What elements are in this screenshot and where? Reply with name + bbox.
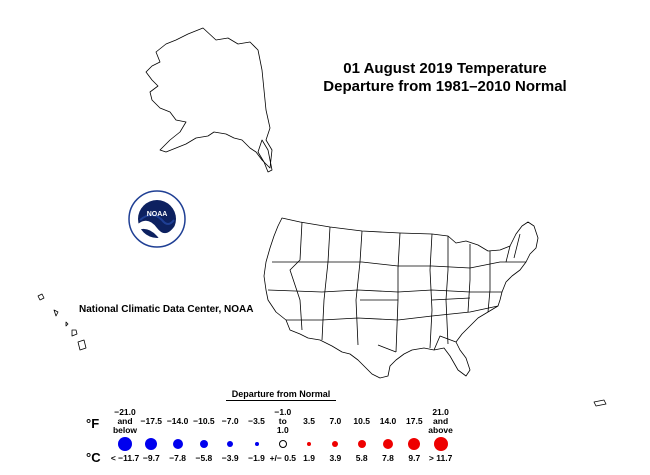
legend-f-line: −17.5 [140, 416, 163, 426]
legend-dot [227, 441, 234, 447]
legend-c-label: > 11.7 [428, 453, 453, 463]
legend-f-line: 1.0 [276, 425, 289, 435]
legend-dot [383, 439, 393, 449]
legend-f-line: 3.5 [303, 416, 315, 426]
legend-c-label: −7.8 [169, 453, 186, 463]
legend-f-line: below [112, 425, 138, 435]
legend-dot [357, 440, 366, 448]
legend-dot [307, 442, 312, 446]
legend-f-line: −14.0 [166, 416, 189, 426]
hawaii-islands [37, 293, 87, 351]
legend-f-line: −21.0 [114, 407, 136, 417]
conus-outline [263, 217, 539, 379]
unit-celsius: °C [86, 450, 101, 465]
legend-f-line: 17.5 [406, 416, 423, 426]
legend-f-label: 17.5 [398, 417, 430, 426]
legend-f-label: 10.5 [346, 417, 378, 426]
legend-dot [118, 437, 132, 451]
legend-f-line: −10.5 [193, 416, 215, 426]
legend-dot [199, 440, 208, 448]
legend-dot [172, 439, 183, 449]
legend-f-label: −7.0 [214, 417, 246, 426]
legend-c-label: +/− 0.5 [269, 453, 297, 463]
legend-dot [145, 438, 158, 450]
legend-f-line: and [117, 416, 133, 426]
legend-dot [433, 437, 448, 451]
svg-text:NOAA: NOAA [147, 211, 168, 218]
legend-c-label: −3.9 [221, 453, 239, 463]
alaska-outline [145, 27, 273, 169]
legend-f-line: 10.5 [353, 416, 370, 426]
legend-c-label: −9.7 [142, 453, 160, 463]
legend-f-line: 7.0 [329, 416, 342, 426]
legend-dot [278, 440, 287, 448]
legend-f-label: 3.5 [293, 417, 325, 426]
legend-dot [254, 442, 259, 446]
legend-c-label: −1.9 [248, 453, 265, 463]
legend-f-label: 21.0 and above [425, 408, 457, 435]
legend-f-line: −7.0 [221, 416, 239, 426]
legend-dot [332, 441, 339, 447]
legend-f-line: to [278, 416, 287, 426]
legend-c-label: 9.7 [408, 453, 421, 463]
legend-c-label: 3.9 [329, 453, 342, 463]
legend-c-label: −5.8 [195, 453, 213, 463]
credit-text: National Climatic Data Center, NOAA [79, 304, 254, 315]
alaska-panhandle [257, 139, 273, 173]
legend-f-line: −3.5 [248, 416, 265, 426]
noaa-logo: NOAA [128, 190, 186, 248]
legend-c-label: 7.8 [382, 453, 394, 463]
legend-f-line: 21.0 [432, 407, 449, 417]
legend-c-label: 1.9 [303, 453, 315, 463]
legend-f-label: 14.0 [372, 417, 404, 426]
legend-f-label: 7.0 [319, 417, 351, 426]
legend-heading: Departure from Normal [226, 389, 336, 401]
legend-f-line: and [433, 416, 449, 426]
legend-dot [408, 438, 421, 450]
legend-c-label: 5.8 [355, 453, 368, 463]
map-title-line2: Departure from 1981–2010 Normal [323, 78, 567, 95]
legend-f-label: −17.5 [135, 417, 167, 426]
legend-f-line: above [428, 425, 453, 435]
legend-f-label: −3.5 [241, 417, 273, 426]
legend-f-label: −14.0 [162, 417, 194, 426]
map-title-line1: 01 August 2019 Temperature [343, 60, 547, 77]
legend-f-label: −21.0 and below [109, 408, 141, 435]
legend-c-label: < −11.7 [110, 453, 140, 463]
legend-f-line: −1.0 [274, 407, 292, 417]
legend-f-label: −1.0 to 1.0 [267, 408, 299, 435]
unit-fahrenheit: °F [86, 416, 100, 431]
legend-f-line: 14.0 [379, 416, 397, 426]
puerto-rico [593, 399, 607, 407]
legend-f-label: −10.5 [188, 417, 220, 426]
